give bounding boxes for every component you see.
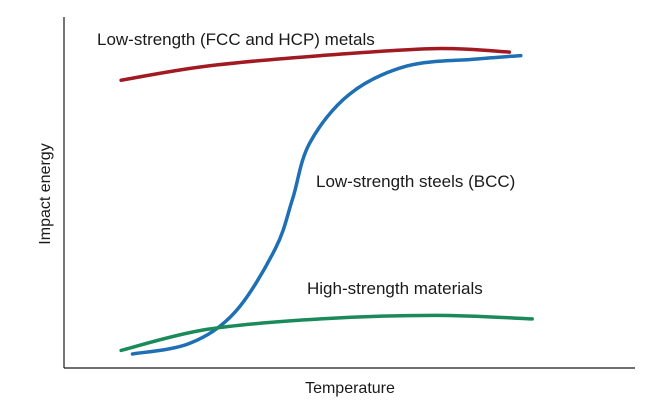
series-label-fcc-hcp: Low-strength (FCC and HCP) metals <box>97 30 375 49</box>
x-axis-title: Temperature <box>305 380 395 397</box>
series-layer <box>119 46 534 356</box>
series-label-high-strength: High-strength materials <box>307 279 483 298</box>
y-axis-title: Impact energy <box>37 143 54 244</box>
series-bcc-steels-curve <box>130 53 523 356</box>
series-label-bcc-steels: Low-strength steels (BCC) <box>316 172 515 191</box>
series-fcc-hcp-curve <box>119 46 512 82</box>
series-high-strength-curve <box>119 313 534 353</box>
